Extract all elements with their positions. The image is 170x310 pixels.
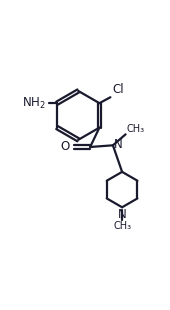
Text: CH₃: CH₃ — [126, 123, 144, 134]
Text: O: O — [61, 140, 70, 153]
Text: CH₃: CH₃ — [113, 221, 131, 231]
Text: N: N — [118, 208, 126, 221]
Text: N: N — [114, 138, 123, 151]
Text: NH$_2$: NH$_2$ — [22, 95, 46, 111]
Text: Cl: Cl — [112, 82, 124, 95]
